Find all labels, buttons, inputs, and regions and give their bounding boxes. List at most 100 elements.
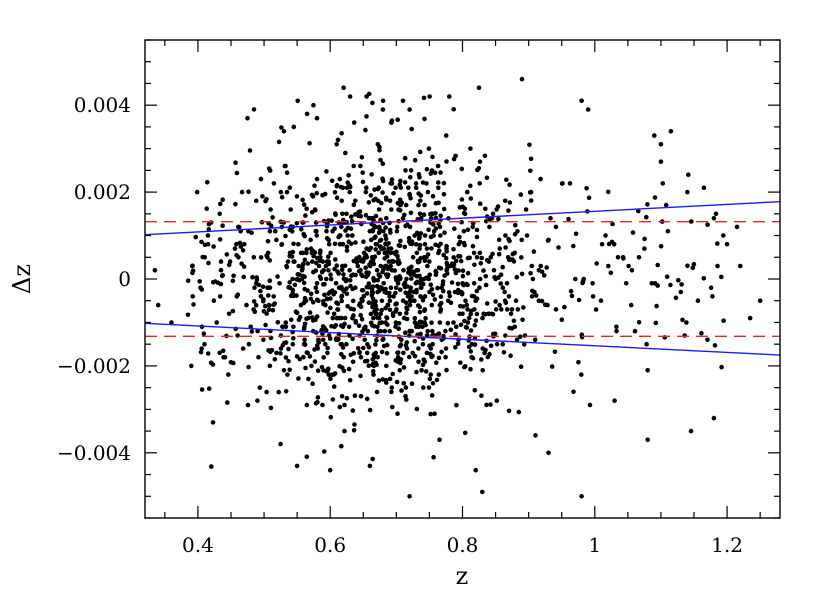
data-point <box>284 264 290 270</box>
data-point <box>536 298 542 304</box>
data-point <box>335 337 341 343</box>
data-point <box>326 268 331 273</box>
data-point <box>328 305 333 311</box>
data-point <box>250 274 255 280</box>
data-point <box>302 233 308 239</box>
data-point <box>351 120 357 125</box>
data-point <box>189 263 195 269</box>
data-point <box>341 272 346 277</box>
data-point <box>332 226 337 231</box>
data-point <box>307 354 313 359</box>
data-point <box>690 265 696 271</box>
data-point <box>679 282 684 287</box>
data-point <box>290 276 295 282</box>
data-point <box>552 349 558 355</box>
data-point <box>477 285 482 291</box>
data-point <box>353 285 358 291</box>
data-point <box>265 254 270 260</box>
data-point <box>500 264 506 270</box>
data-point <box>414 268 420 273</box>
data-point <box>388 263 394 269</box>
data-point <box>539 269 545 275</box>
data-point <box>262 303 268 309</box>
data-point <box>362 326 368 332</box>
data-point <box>380 98 386 104</box>
data-point <box>541 273 547 278</box>
data-point <box>339 198 345 204</box>
data-point <box>464 302 470 308</box>
data-point <box>416 171 422 177</box>
data-point <box>470 224 476 230</box>
data-point <box>396 201 401 206</box>
data-point <box>654 303 659 309</box>
data-point <box>508 353 513 359</box>
data-point <box>461 282 466 288</box>
data-point <box>267 303 272 308</box>
data-point <box>379 246 384 252</box>
data-point <box>373 224 378 230</box>
data-point <box>407 224 413 230</box>
data-point <box>379 349 385 355</box>
data-point <box>416 191 421 196</box>
data-point <box>516 409 522 415</box>
data-point <box>278 333 284 338</box>
data-point <box>441 333 446 339</box>
data-point <box>343 150 348 156</box>
data-point <box>283 340 289 345</box>
data-point <box>402 155 408 161</box>
data-point <box>438 300 444 306</box>
data-point <box>437 320 443 325</box>
data-point <box>606 263 611 269</box>
data-point <box>652 133 657 138</box>
data-point <box>719 274 724 280</box>
data-point <box>403 330 408 336</box>
data-point <box>433 211 438 216</box>
data-point <box>367 463 373 469</box>
data-point <box>506 408 512 414</box>
data-point <box>427 94 432 99</box>
data-point <box>383 241 388 246</box>
data-point <box>527 142 532 148</box>
data-point <box>406 185 411 190</box>
data-point <box>408 210 414 216</box>
data-point <box>324 236 330 241</box>
data-point <box>358 163 363 169</box>
data-point <box>538 263 543 269</box>
data-point <box>301 261 306 267</box>
reference-lines <box>145 200 780 356</box>
data-point <box>425 275 430 280</box>
data-point <box>320 337 326 343</box>
data-point <box>210 280 216 285</box>
data-point <box>304 350 310 355</box>
data-point <box>220 348 226 354</box>
data-point <box>185 312 191 318</box>
data-point <box>260 298 266 304</box>
data-point <box>370 456 376 462</box>
data-point <box>384 254 390 259</box>
data-point <box>333 257 338 262</box>
data-point <box>339 224 344 230</box>
data-point <box>324 368 329 374</box>
data-point <box>245 402 251 408</box>
data-point <box>462 430 468 436</box>
data-point <box>473 467 479 473</box>
data-point <box>406 270 411 275</box>
data-point <box>334 263 340 268</box>
data-point <box>548 215 553 221</box>
data-point <box>685 263 690 269</box>
data-point <box>313 285 319 291</box>
data-point <box>376 315 382 321</box>
data-point <box>314 314 320 319</box>
data-point <box>271 294 277 299</box>
data-point <box>389 177 395 182</box>
data-point <box>234 241 239 247</box>
data-point <box>514 274 520 280</box>
data-point <box>436 243 442 249</box>
data-point <box>329 372 335 378</box>
data-point <box>422 258 428 264</box>
data-point <box>405 294 411 299</box>
data-point <box>507 325 512 331</box>
data-point <box>280 324 285 330</box>
data-point <box>251 307 256 312</box>
data-point <box>275 320 281 325</box>
